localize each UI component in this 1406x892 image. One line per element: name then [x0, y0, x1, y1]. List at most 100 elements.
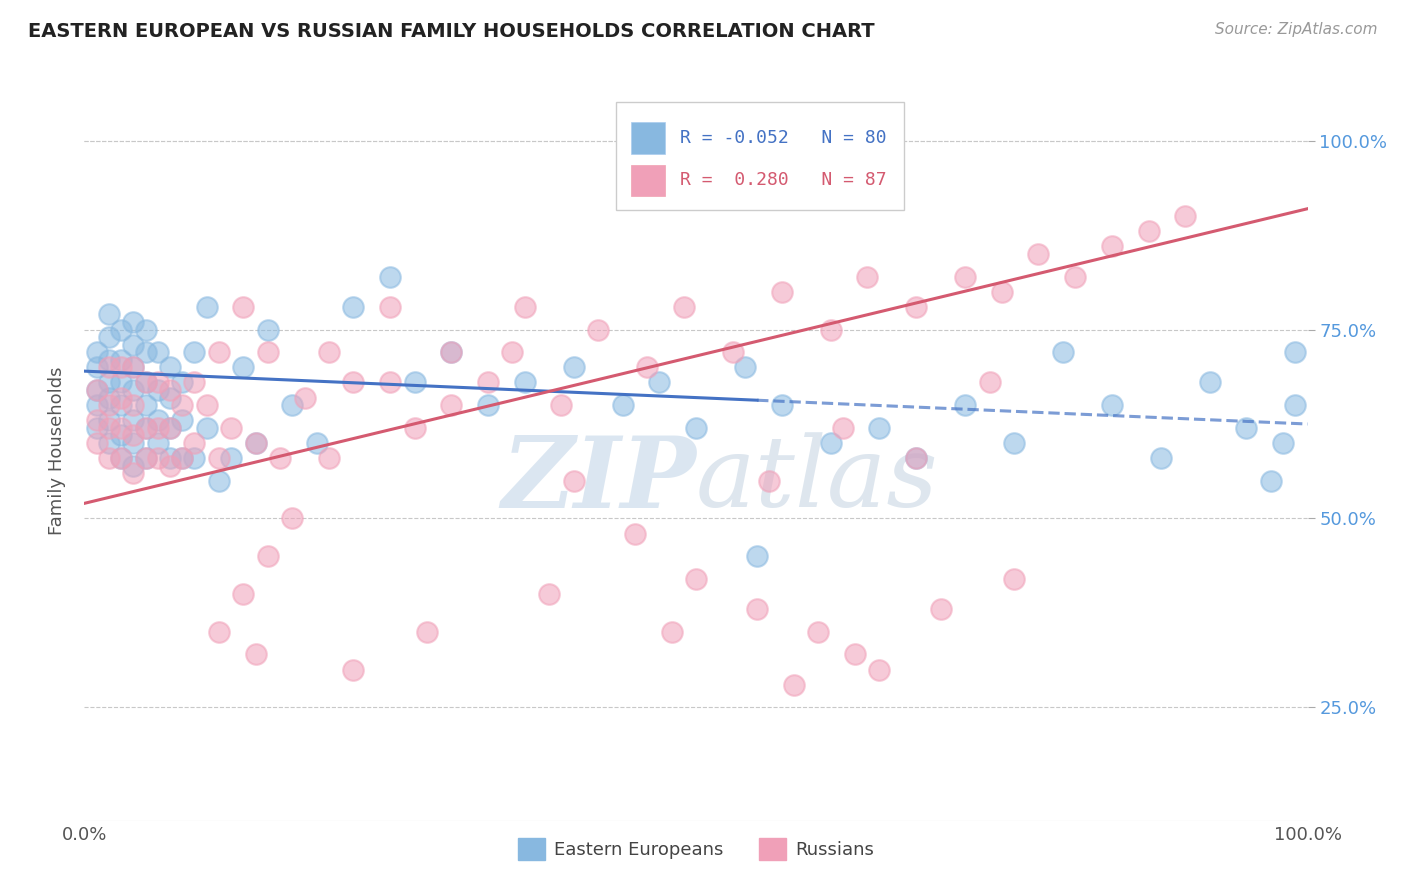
Point — [159, 383, 181, 397]
Point — [135, 376, 157, 390]
FancyBboxPatch shape — [616, 103, 904, 210]
Point — [195, 421, 218, 435]
Point — [146, 436, 169, 450]
Point — [477, 376, 499, 390]
Point — [135, 376, 157, 390]
Point — [734, 360, 756, 375]
Point — [232, 587, 254, 601]
Point — [97, 352, 120, 367]
Point — [1272, 436, 1295, 450]
Point — [747, 549, 769, 564]
Point — [1174, 209, 1197, 223]
Point — [122, 383, 145, 397]
Point — [807, 624, 830, 639]
Point — [172, 450, 194, 465]
Point — [208, 474, 231, 488]
Point — [721, 345, 744, 359]
Point — [991, 285, 1014, 299]
Point — [195, 398, 218, 412]
Point — [110, 376, 132, 390]
Point — [110, 352, 132, 367]
Point — [257, 549, 280, 564]
Point — [953, 269, 976, 284]
Point — [661, 624, 683, 639]
Point — [550, 398, 572, 412]
Point — [97, 413, 120, 427]
Point — [281, 511, 304, 525]
Point — [172, 398, 194, 412]
Point — [232, 360, 254, 375]
Point — [146, 421, 169, 435]
Point — [183, 450, 205, 465]
Point — [159, 391, 181, 405]
Point — [122, 337, 145, 351]
Point — [122, 458, 145, 473]
Point — [513, 300, 536, 314]
Point — [586, 322, 609, 336]
Point — [159, 421, 181, 435]
Point — [159, 458, 181, 473]
Point — [856, 269, 879, 284]
Point — [146, 413, 169, 427]
Point — [831, 421, 853, 435]
Point — [1284, 398, 1306, 412]
Point — [172, 376, 194, 390]
Point — [1052, 345, 1074, 359]
Point — [97, 376, 120, 390]
Point — [208, 624, 231, 639]
Point — [97, 398, 120, 412]
Point — [281, 398, 304, 412]
Point — [672, 300, 695, 314]
Point — [110, 391, 132, 405]
Point — [172, 450, 194, 465]
Point — [1260, 474, 1282, 488]
Point — [110, 421, 132, 435]
FancyBboxPatch shape — [631, 122, 665, 153]
Point — [110, 398, 132, 412]
Point — [86, 436, 108, 450]
Point — [1284, 345, 1306, 359]
Point — [208, 450, 231, 465]
Point — [979, 376, 1001, 390]
Point — [245, 436, 267, 450]
Text: Source: ZipAtlas.com: Source: ZipAtlas.com — [1215, 22, 1378, 37]
Point — [1064, 269, 1087, 284]
Point — [869, 421, 891, 435]
Point — [869, 663, 891, 677]
Point — [159, 360, 181, 375]
Point — [97, 391, 120, 405]
Point — [97, 436, 120, 450]
Point — [86, 413, 108, 427]
Point — [1002, 572, 1025, 586]
Point — [195, 300, 218, 314]
Point — [257, 345, 280, 359]
Point — [159, 421, 181, 435]
Point — [86, 383, 108, 397]
Point — [783, 678, 806, 692]
Point — [404, 421, 426, 435]
Point — [305, 436, 328, 450]
Point — [208, 345, 231, 359]
Point — [905, 450, 928, 465]
Point — [770, 398, 793, 412]
Point — [318, 450, 340, 465]
Point — [404, 376, 426, 390]
Point — [538, 587, 561, 601]
Point — [183, 345, 205, 359]
Point — [146, 376, 169, 390]
Point — [245, 648, 267, 662]
Point — [562, 474, 585, 488]
Point — [562, 360, 585, 375]
FancyBboxPatch shape — [631, 165, 665, 195]
Point — [135, 398, 157, 412]
Point — [440, 345, 463, 359]
Point — [172, 413, 194, 427]
Point — [380, 376, 402, 390]
Legend: Eastern Europeans, Russians: Eastern Europeans, Russians — [510, 830, 882, 867]
Point — [135, 450, 157, 465]
Point — [416, 624, 439, 639]
Point — [122, 398, 145, 412]
Point — [122, 428, 145, 442]
Point — [110, 450, 132, 465]
Point — [135, 421, 157, 435]
